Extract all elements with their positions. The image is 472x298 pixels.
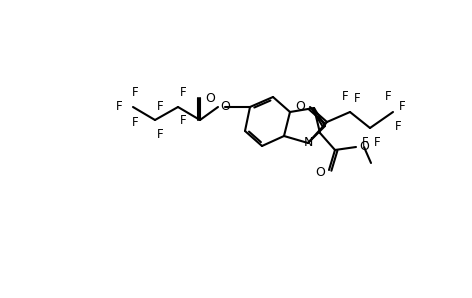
Text: F: F: [385, 91, 391, 103]
Text: F: F: [180, 114, 186, 128]
Text: O: O: [315, 165, 325, 179]
Text: O: O: [205, 91, 215, 105]
Text: F: F: [116, 100, 122, 114]
Text: F: F: [354, 92, 360, 105]
Text: F: F: [132, 116, 138, 128]
Text: O: O: [295, 100, 305, 114]
Text: F: F: [157, 128, 163, 140]
Text: N: N: [303, 136, 312, 150]
Text: F: F: [362, 136, 368, 148]
Text: O: O: [220, 100, 230, 114]
Text: F: F: [395, 119, 401, 133]
Text: F: F: [180, 86, 186, 100]
Text: F: F: [157, 100, 163, 113]
Text: O: O: [359, 140, 369, 153]
Text: F: F: [342, 91, 348, 103]
Text: F: F: [399, 100, 405, 114]
Text: F: F: [374, 136, 380, 148]
Text: F: F: [132, 86, 138, 99]
